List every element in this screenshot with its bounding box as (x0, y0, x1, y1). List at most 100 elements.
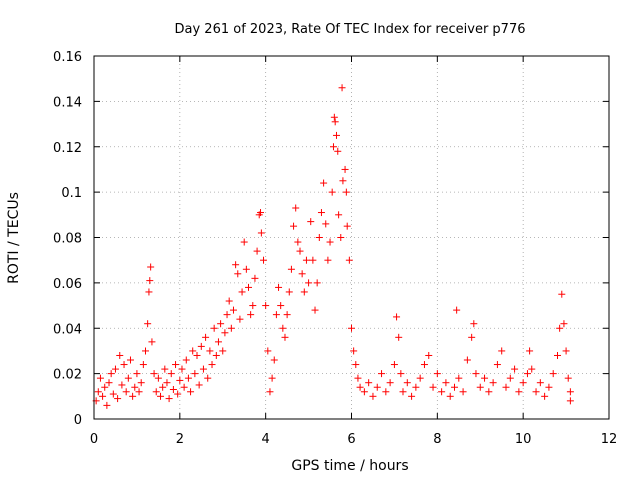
data-point (191, 370, 199, 378)
data-point (150, 370, 158, 378)
data-point (234, 270, 242, 278)
data-point (225, 297, 233, 305)
data-point (536, 379, 544, 387)
data-point (217, 320, 225, 328)
data-point (260, 256, 268, 264)
data-point (397, 370, 405, 378)
data-point (178, 365, 186, 373)
data-point (195, 381, 203, 389)
data-point (189, 347, 197, 355)
data-point (167, 370, 175, 378)
data-point (332, 131, 340, 139)
data-point (395, 333, 403, 341)
data-point (99, 392, 107, 400)
x-tick-label: 10 (515, 432, 532, 447)
data-point (126, 356, 134, 364)
data-point (317, 209, 325, 217)
data-point (453, 306, 461, 314)
data-point (144, 320, 152, 328)
data-point (292, 204, 300, 212)
data-point (219, 347, 227, 355)
data-point (103, 401, 111, 409)
data-point (114, 395, 122, 403)
data-point (257, 229, 265, 237)
data-point (335, 211, 343, 219)
data-point (489, 379, 497, 387)
data-point (416, 374, 424, 382)
data-point (403, 379, 411, 387)
data-point (334, 147, 342, 155)
data-point (96, 374, 104, 382)
y-tick-label: 0.06 (53, 277, 82, 292)
data-point (120, 361, 128, 369)
data-point (558, 290, 566, 298)
y-tick-label: 0.12 (53, 141, 82, 156)
data-point (468, 333, 476, 341)
data-point (307, 218, 315, 226)
data-point (180, 383, 188, 391)
y-tick-label: 0.1 (61, 186, 82, 201)
x-tick-label: 8 (433, 432, 441, 447)
data-point (285, 288, 293, 296)
data-point (275, 283, 283, 291)
data-point (272, 311, 280, 319)
data-point (545, 383, 553, 391)
data-point (528, 365, 536, 373)
data-point (277, 302, 285, 310)
data-point (163, 379, 171, 387)
data-point (331, 118, 339, 126)
data-point (459, 388, 467, 396)
y-tick-label: 0.08 (53, 232, 82, 247)
data-point (262, 302, 270, 310)
x-tick-label: 12 (601, 432, 618, 447)
data-point (365, 379, 373, 387)
x-tick-label: 6 (347, 432, 355, 447)
data-point (223, 311, 231, 319)
data-point (311, 306, 319, 314)
data-point (253, 247, 261, 255)
data-point (566, 388, 574, 396)
data-point (169, 386, 177, 394)
data-point (193, 351, 201, 359)
data-point (281, 333, 289, 341)
data-point (562, 347, 570, 355)
data-point (455, 374, 463, 382)
data-point (172, 361, 180, 369)
data-point (341, 165, 349, 173)
y-tick-label: 0.14 (53, 95, 82, 110)
plot-border (93, 55, 610, 420)
data-point (373, 383, 381, 391)
data-point (328, 188, 336, 196)
data-point (343, 222, 351, 230)
data-point (257, 209, 265, 217)
data-point (541, 392, 549, 400)
data-point (176, 376, 184, 384)
data-point (184, 374, 192, 382)
data-point (279, 324, 287, 332)
data-point (463, 356, 471, 364)
data-point (109, 390, 117, 398)
data-point (523, 370, 531, 378)
data-point (330, 113, 338, 121)
data-point (526, 347, 534, 355)
y-tick-label: 0 (74, 413, 82, 428)
data-point (247, 311, 255, 319)
data-point (446, 392, 454, 400)
data-point (287, 265, 295, 273)
data-point (161, 365, 169, 373)
data-point (290, 222, 298, 230)
data-point (133, 370, 141, 378)
data-point (242, 265, 250, 273)
data-point (442, 379, 450, 387)
data-point (131, 383, 139, 391)
data-point (135, 388, 143, 396)
data-point (360, 388, 368, 396)
data-point (378, 370, 386, 378)
data-point (519, 379, 527, 387)
y-tick-label: 0.04 (53, 322, 82, 337)
data-point (506, 374, 514, 382)
data-point (129, 392, 137, 400)
data-point (165, 395, 173, 403)
